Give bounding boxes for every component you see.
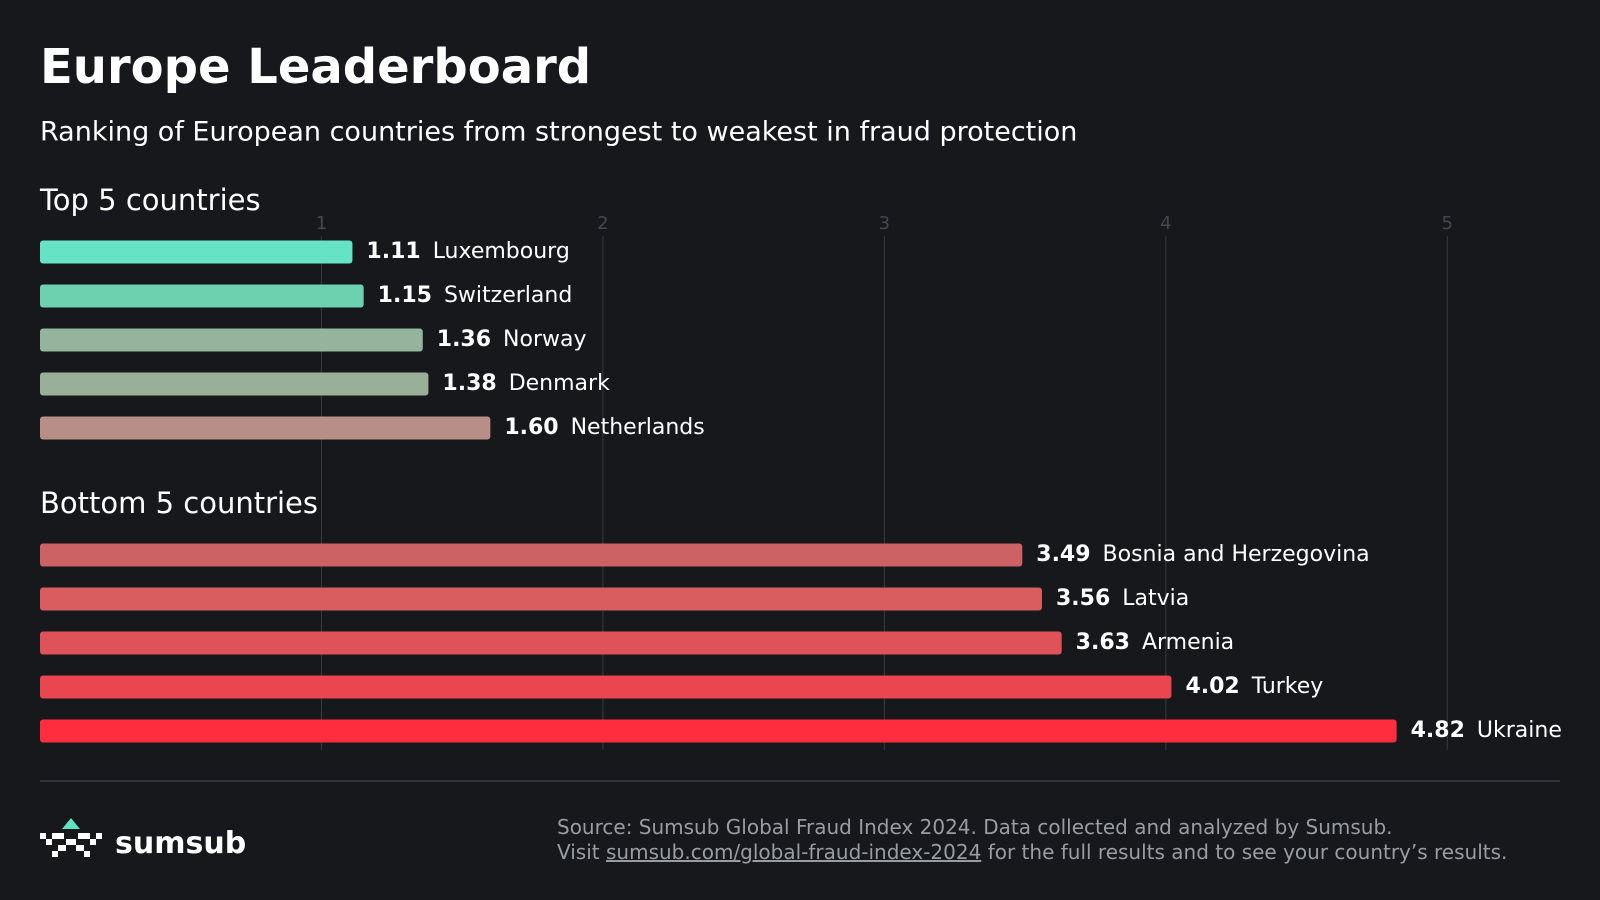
category-label: Norway bbox=[503, 327, 586, 352]
category-label: Netherlands bbox=[571, 415, 705, 440]
value-label: 3.56 bbox=[1056, 586, 1110, 611]
category-label: Ukraine bbox=[1477, 718, 1562, 743]
value-label: 1.60 bbox=[504, 415, 558, 440]
bar-label: 3.63 Armenia bbox=[1076, 630, 1235, 655]
logo bbox=[40, 818, 102, 857]
bar bbox=[40, 372, 429, 396]
x-tick-label: 4 bbox=[1160, 213, 1171, 234]
category-label: Switzerland bbox=[444, 283, 572, 308]
bar bbox=[40, 328, 423, 352]
value-label: 1.15 bbox=[378, 283, 432, 308]
value-label: 1.11 bbox=[366, 239, 420, 264]
category-label: Turkey bbox=[1251, 674, 1324, 699]
bar-label: 3.56 Latvia bbox=[1056, 586, 1189, 611]
group-title: Top 5 countries bbox=[39, 183, 261, 217]
link[interactable]: sumsub.com/global-fraud-index-2024 bbox=[605, 840, 982, 864]
bar-label: 1.11 Luxembourg bbox=[366, 239, 569, 264]
x-tick-label: 3 bbox=[879, 213, 890, 234]
bar-label: 1.15 Switzerland bbox=[378, 283, 573, 308]
source-note: Source: Sumsub Global Fraud Index 2024. … bbox=[557, 815, 1393, 839]
bar-label: 4.02 Turkey bbox=[1185, 674, 1323, 699]
category-label: Denmark bbox=[509, 371, 610, 396]
visit-prefix: Visit bbox=[557, 840, 600, 864]
bar bbox=[40, 543, 1023, 567]
bar-label: 1.38 Denmark bbox=[442, 371, 610, 396]
bar-label: 1.36 Norway bbox=[437, 327, 587, 352]
value-label: 1.36 bbox=[437, 327, 491, 352]
category-label: Latvia bbox=[1122, 586, 1189, 611]
chart-subtitle: Ranking of European countries from stron… bbox=[40, 117, 1077, 148]
bar-label: 1.60 Netherlands bbox=[504, 415, 704, 440]
bar bbox=[40, 240, 353, 264]
category-label: Armenia bbox=[1142, 630, 1234, 655]
value-label: 3.63 bbox=[1076, 630, 1130, 655]
chart-title: Europe Leaderboard bbox=[40, 39, 591, 95]
bar bbox=[40, 284, 364, 308]
x-tick-label: 1 bbox=[316, 213, 327, 234]
group-title: Bottom 5 countries bbox=[40, 486, 318, 520]
bar bbox=[40, 719, 1397, 743]
bar-label: 4.82 Ukraine bbox=[1411, 718, 1562, 743]
bar bbox=[40, 675, 1172, 699]
category-label: Luxembourg bbox=[433, 239, 570, 264]
bar bbox=[40, 631, 1062, 655]
bar bbox=[40, 416, 491, 440]
value-label: 4.82 bbox=[1411, 718, 1465, 743]
x-tick-label: 5 bbox=[1442, 213, 1453, 234]
x-tick-label: 2 bbox=[597, 213, 608, 234]
visit-suffix: for the full results and to see your cou… bbox=[987, 840, 1508, 864]
category-label: Bosnia and Herzegovina bbox=[1103, 542, 1370, 567]
value-label: 3.49 bbox=[1036, 542, 1090, 567]
bar-label: 3.49 Bosnia and Herzegovina bbox=[1036, 542, 1369, 567]
visit-note: Visit sumsub.com/global-fraud-index-2024… bbox=[557, 840, 1507, 864]
bar bbox=[40, 587, 1042, 611]
brand: sumsub bbox=[115, 826, 247, 861]
value-label: 1.38 bbox=[442, 371, 496, 396]
value-label: 4.02 bbox=[1185, 674, 1239, 699]
